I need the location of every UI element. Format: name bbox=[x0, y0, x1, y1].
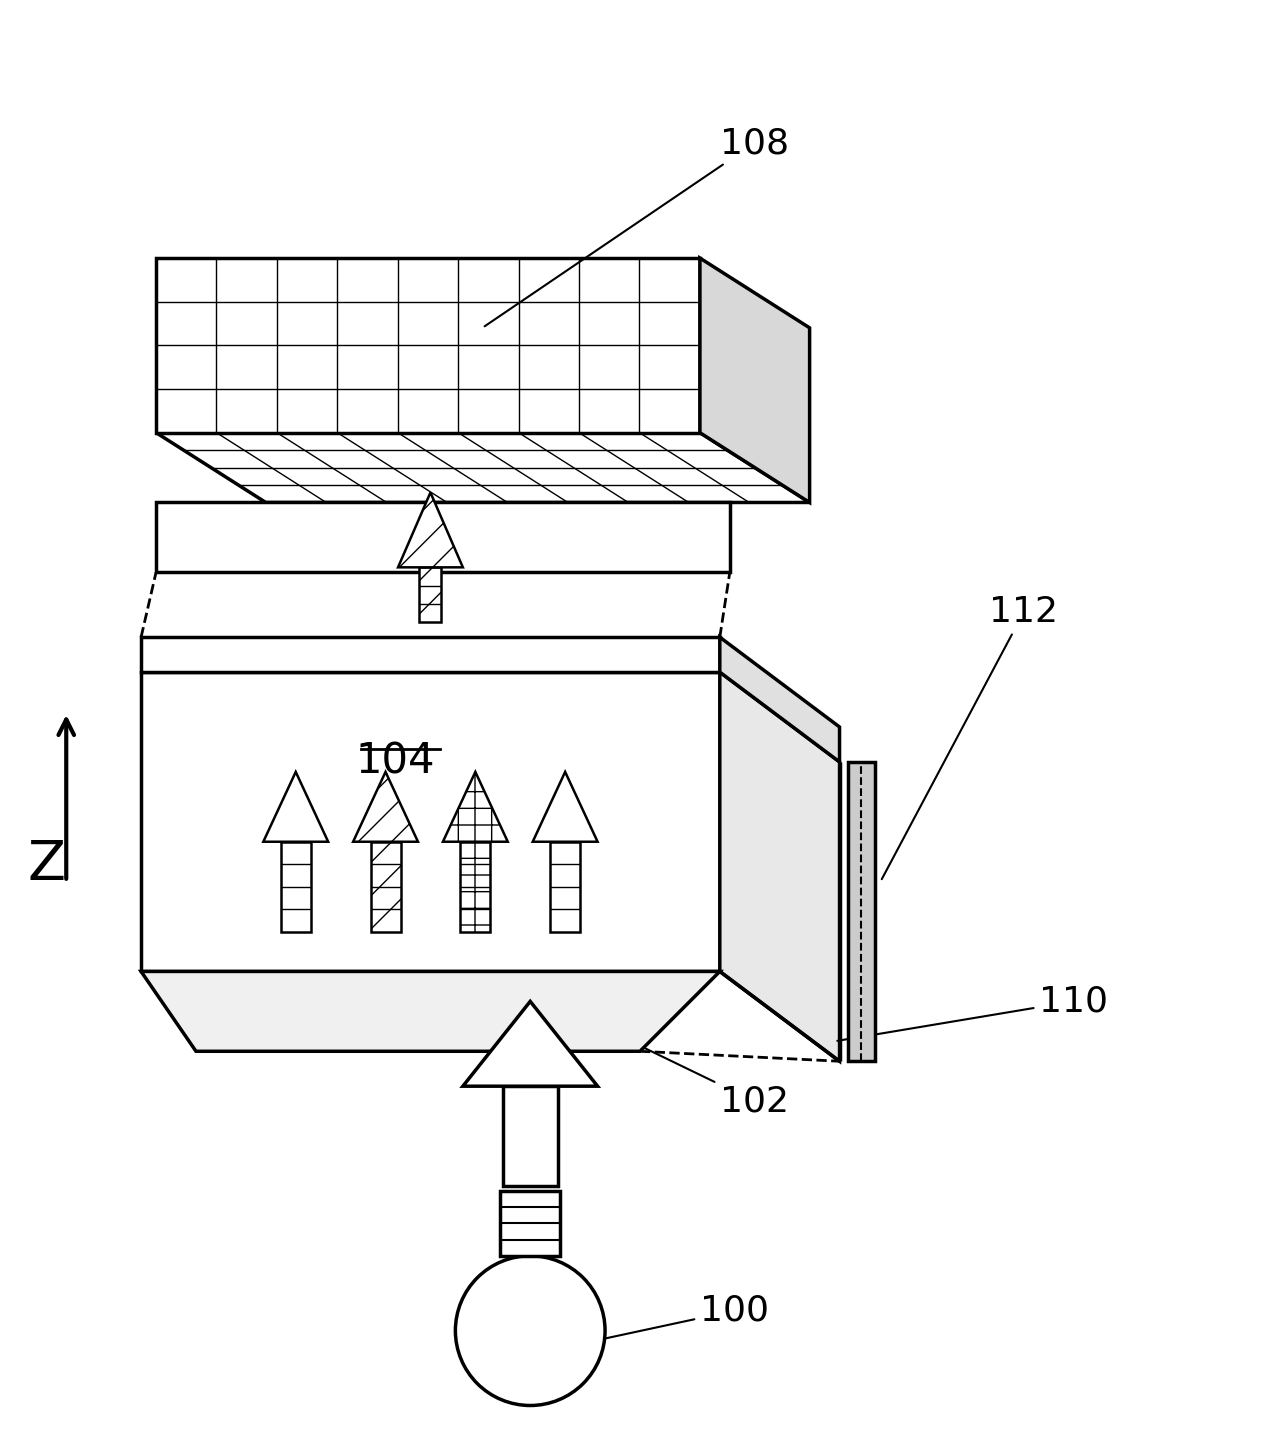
Polygon shape bbox=[371, 842, 401, 932]
Bar bbox=[500, 1191, 560, 1256]
Polygon shape bbox=[502, 1086, 558, 1185]
Text: 104: 104 bbox=[355, 741, 435, 783]
Polygon shape bbox=[156, 433, 810, 502]
Polygon shape bbox=[420, 567, 441, 622]
Polygon shape bbox=[156, 502, 730, 572]
Polygon shape bbox=[353, 771, 417, 842]
Polygon shape bbox=[533, 771, 597, 842]
Polygon shape bbox=[142, 972, 720, 1051]
Text: 108: 108 bbox=[484, 127, 789, 326]
Polygon shape bbox=[720, 637, 840, 761]
Polygon shape bbox=[142, 672, 720, 972]
Text: 100: 100 bbox=[598, 1293, 769, 1340]
Circle shape bbox=[455, 1256, 605, 1406]
Polygon shape bbox=[263, 771, 328, 842]
Polygon shape bbox=[398, 493, 463, 567]
Polygon shape bbox=[700, 258, 810, 502]
Polygon shape bbox=[848, 761, 875, 1061]
Text: 112: 112 bbox=[882, 596, 1059, 880]
Polygon shape bbox=[460, 842, 491, 932]
Polygon shape bbox=[550, 842, 581, 932]
Text: 106: 106 bbox=[445, 425, 729, 561]
Polygon shape bbox=[463, 1001, 597, 1086]
Text: Z: Z bbox=[28, 838, 66, 891]
Text: 102: 102 bbox=[612, 1032, 789, 1118]
Polygon shape bbox=[281, 842, 311, 932]
Polygon shape bbox=[720, 672, 840, 1061]
Text: 110: 110 bbox=[837, 985, 1108, 1041]
Polygon shape bbox=[142, 637, 720, 672]
Polygon shape bbox=[443, 771, 507, 842]
Polygon shape bbox=[156, 258, 700, 433]
